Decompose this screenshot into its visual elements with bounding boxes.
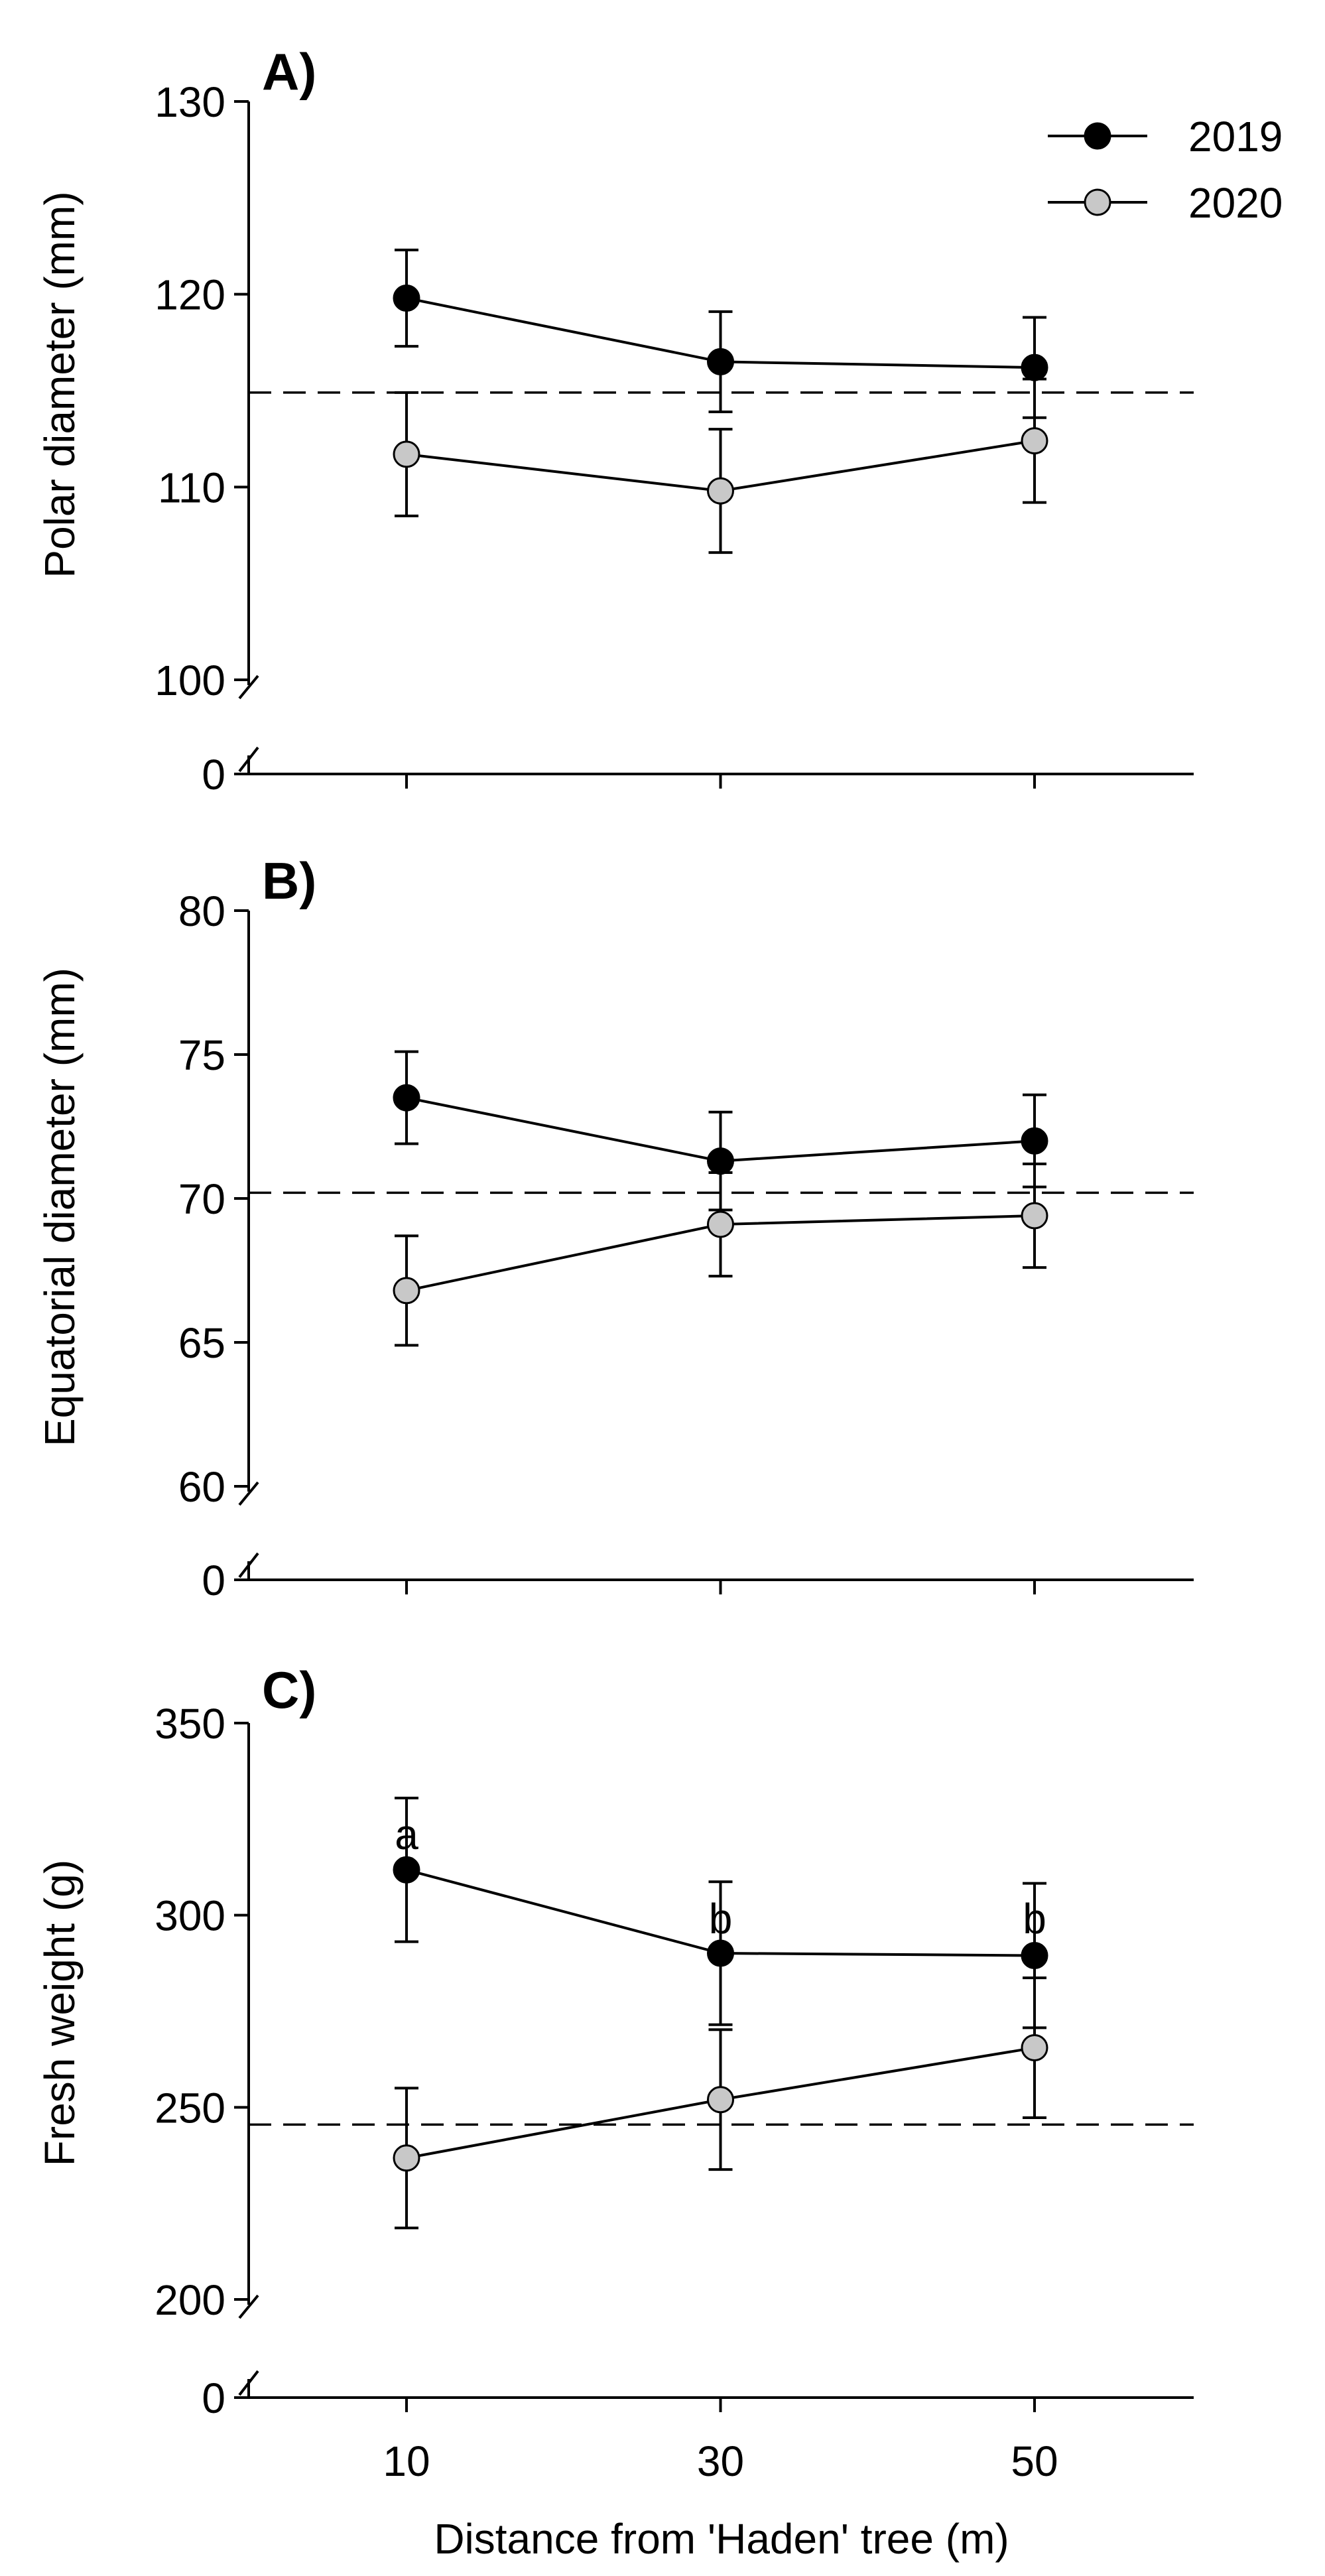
data-point-2019	[1021, 1127, 1048, 1155]
series-2019	[393, 248, 1048, 419]
data-point-2020	[393, 2144, 420, 2172]
legend-marker	[1084, 188, 1111, 216]
y-tick-label: 200	[155, 2276, 225, 2324]
panel-c: 200 250 300 350 0 C) Fresh weight (g) a b b 10 30 50…	[36, 1661, 1194, 2563]
series-2020	[393, 1162, 1048, 1347]
data-point-2020	[1021, 1202, 1048, 1230]
y-tick-label: 75	[178, 1031, 225, 1079]
data-point-2019	[707, 1147, 734, 1175]
y-tick-label: 120	[155, 271, 225, 319]
y-tick-label: 60	[178, 1463, 225, 1511]
y-tick-label: 110	[158, 464, 225, 511]
data-point-2019	[393, 284, 420, 312]
panel-label: B)	[262, 852, 316, 910]
y-axis-title: Equatorial diameter (mm)	[36, 968, 84, 1447]
y-axis-title: Fresh weight (g)	[36, 1860, 84, 2166]
legend: 2019 2020	[1048, 113, 1283, 227]
y-tick-label: 250	[155, 2084, 225, 2132]
y-tick-label: 100	[155, 657, 225, 704]
y-axis-title: Polar diameter (mm)	[36, 191, 84, 578]
data-point-2020	[707, 1210, 734, 1238]
y-tick-label: 80	[178, 887, 225, 935]
y-tick-label-zero: 0	[202, 1557, 225, 1604]
panel-label: A)	[262, 42, 316, 101]
legend-label: 2019	[1188, 113, 1283, 161]
x-tick-label: 10	[383, 2437, 430, 2485]
data-point-2019	[707, 348, 734, 375]
panel-a: 100 110 120 130 0 A) Polar diameter (mm)	[36, 42, 1194, 799]
panel-label: C)	[262, 1661, 316, 1719]
y-tick-label-zero: 0	[202, 751, 225, 799]
significance-letter: b	[709, 1895, 733, 1943]
significance-letter: a	[395, 1811, 418, 1858]
y-tick-label: 70	[178, 1175, 225, 1223]
y-tick-label: 300	[155, 1892, 225, 1940]
x-tick-label: 50	[1011, 2437, 1058, 2485]
legend-marker	[1084, 122, 1111, 150]
axis-break-mark-upper	[238, 675, 259, 700]
data-point-2020	[707, 2086, 734, 2114]
x-axis-title: Distance from 'Haden' tree (m)	[434, 2515, 1009, 2563]
legend-entry-2019: 2019	[1048, 113, 1283, 161]
legend-entry-2020: 2020	[1048, 179, 1283, 227]
y-tick-label: 130	[155, 78, 225, 126]
significance-letter: b	[1023, 1895, 1046, 1943]
panel-b: 60 65 70 75 80 0 B) Equatorial diameter (mm)	[36, 852, 1194, 1604]
axis-break-mark-upper	[238, 1481, 259, 1506]
data-point-2019	[393, 1856, 420, 1884]
y-tick-label: 65	[178, 1319, 225, 1367]
x-tick-label: 30	[697, 2437, 744, 2485]
axis-break-mark-upper	[238, 2294, 259, 2319]
data-point-2020	[1021, 2034, 1048, 2062]
data-point-2019	[1021, 354, 1048, 381]
data-point-2020	[707, 477, 734, 505]
data-point-2020	[393, 1277, 420, 1305]
y-tick-label-zero: 0	[202, 2374, 225, 2422]
data-point-2019	[393, 1084, 420, 1112]
series-2019	[393, 1050, 1048, 1212]
series-2020	[393, 1976, 1048, 2230]
series-2020	[393, 377, 1048, 554]
data-point-2019	[1021, 1941, 1048, 1969]
legend-label: 2020	[1188, 179, 1283, 227]
y-tick-label: 350	[155, 1700, 225, 1748]
data-point-2020	[1021, 427, 1048, 455]
data-point-2019	[707, 1939, 734, 1967]
data-point-2020	[393, 440, 420, 468]
